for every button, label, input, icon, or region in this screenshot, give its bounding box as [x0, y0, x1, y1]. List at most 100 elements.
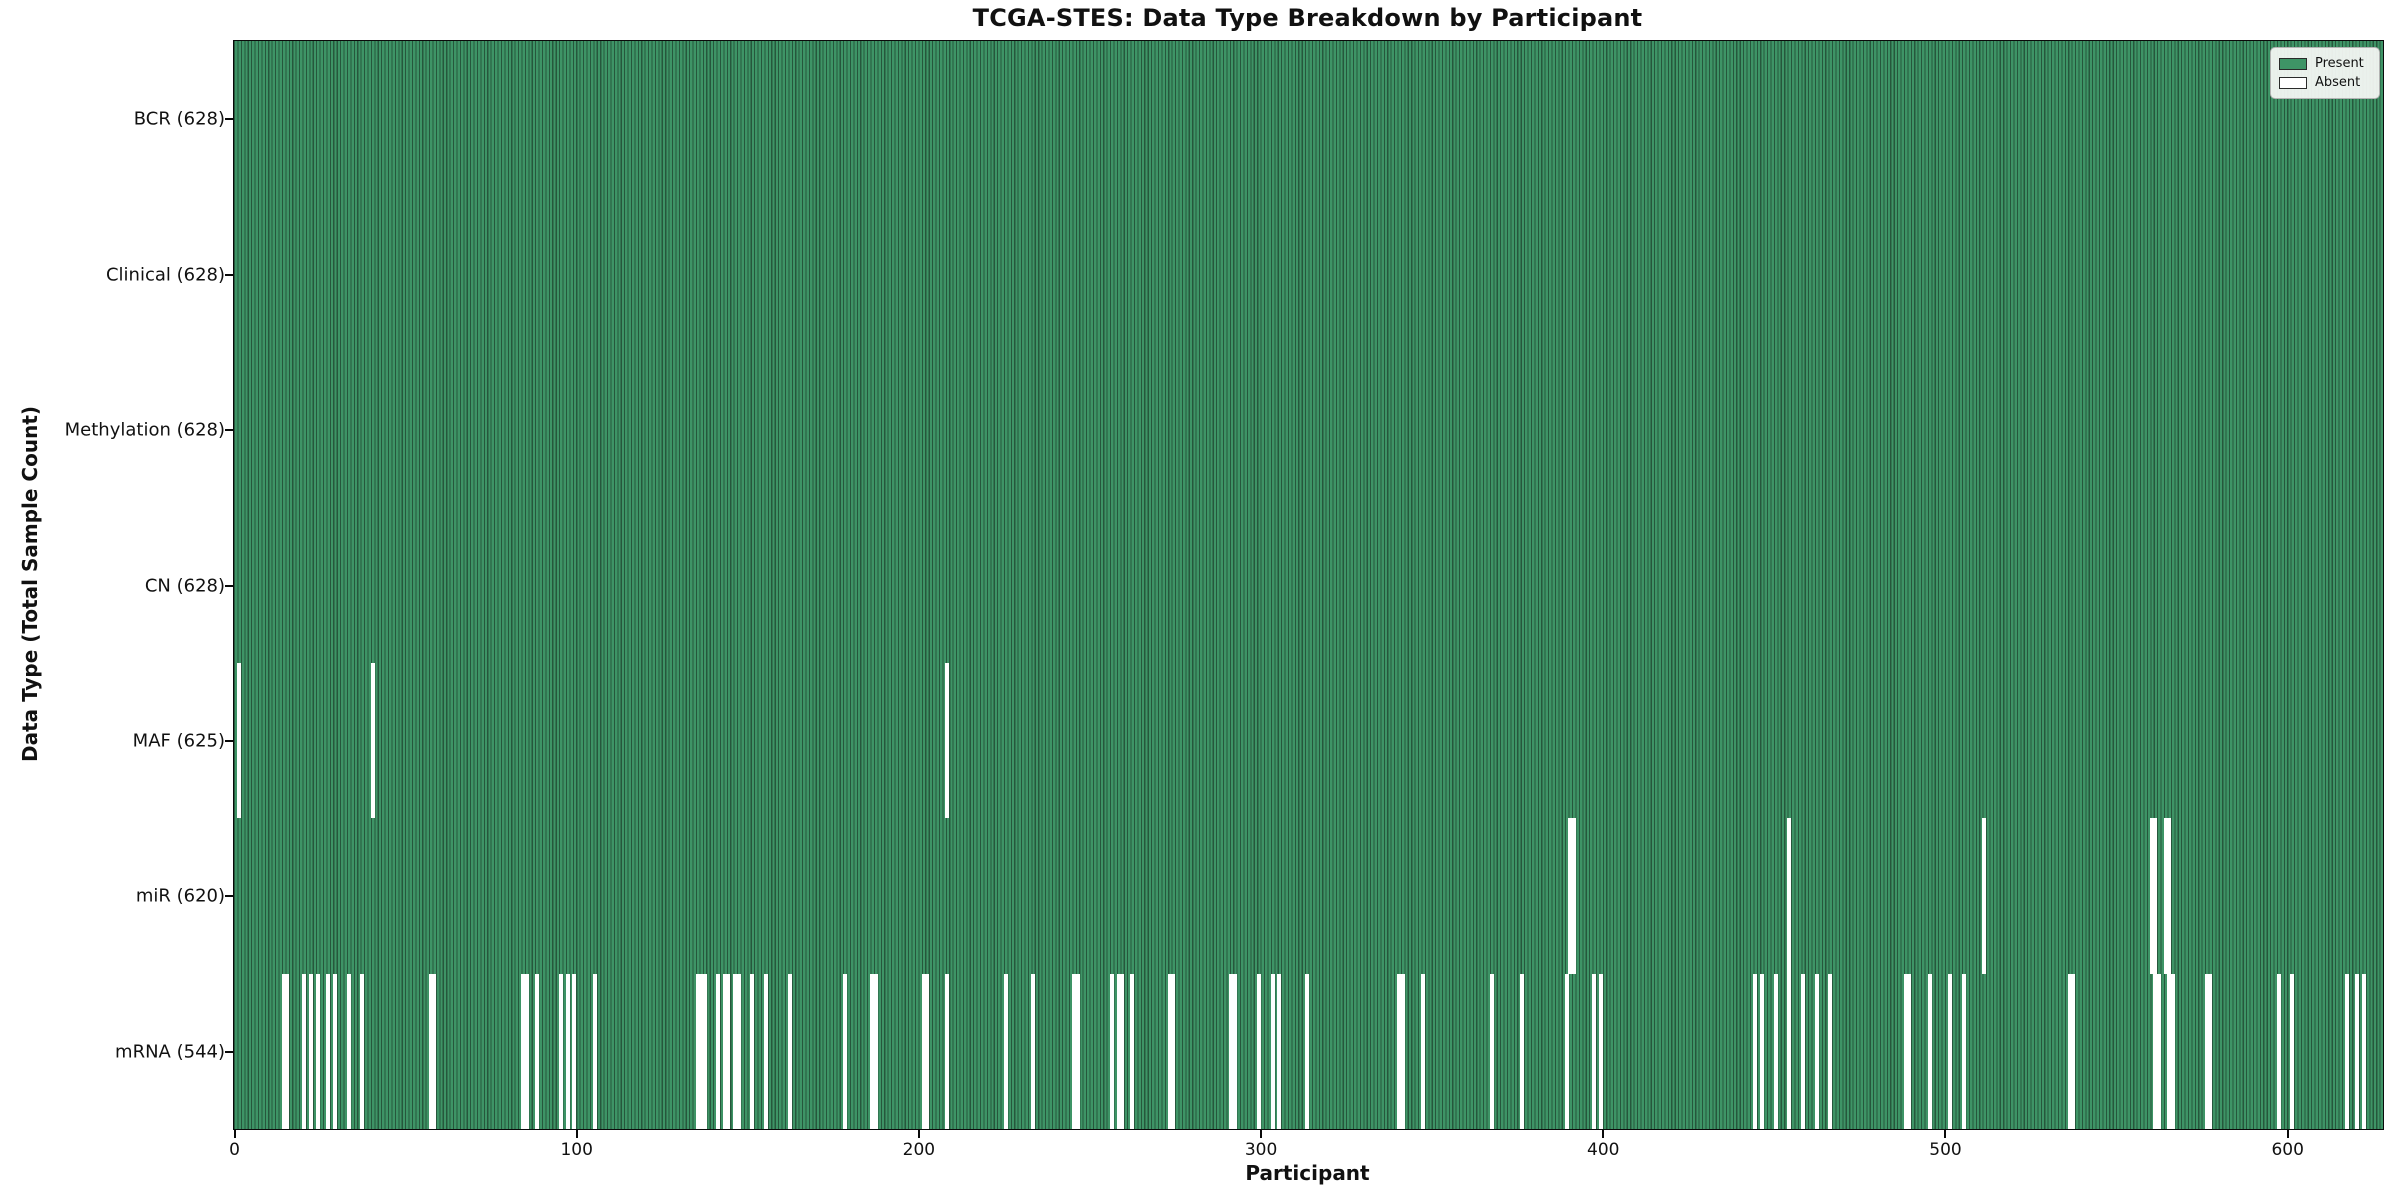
x-tick-mark	[575, 1130, 578, 1138]
absent-stripe	[1256, 973, 1261, 1129]
x-tick-label: 400	[1587, 1140, 1620, 1160]
absent-stripe	[315, 973, 320, 1129]
absent-stripe	[924, 973, 929, 1129]
y-tick-label-MAF: MAF (625)	[132, 730, 225, 752]
absent-stripe	[1903, 973, 1908, 1129]
absent-stripe	[699, 973, 704, 1129]
absent-stripe	[281, 973, 286, 1129]
y-tick-label-Clinical: Clinical (628)	[105, 264, 225, 286]
absent-stripe	[1489, 973, 1494, 1129]
absent-stripe	[2163, 818, 2168, 974]
absent-stripe	[1814, 973, 1819, 1129]
absent-stripe	[1116, 973, 1121, 1129]
absent-stripe	[2170, 973, 2175, 1129]
absent-stripe	[921, 973, 926, 1129]
absent-stripe	[750, 973, 755, 1129]
x-tick-mark	[1602, 1130, 1605, 1138]
row-mRNA	[234, 973, 2383, 1129]
absent-stripe	[1304, 973, 1309, 1129]
absent-stripe	[1568, 818, 1573, 974]
absent-stripe	[2156, 973, 2161, 1129]
absent-stripe	[1397, 973, 1402, 1129]
absent-stripe	[432, 973, 437, 1129]
absent-stripe	[302, 973, 307, 1129]
absent-stripe	[1773, 973, 1778, 1129]
absent-stripe	[2290, 973, 2295, 1129]
legend: Present Absent	[2270, 47, 2380, 99]
x-tick-mark	[2286, 1130, 2289, 1138]
absent-stripe	[1753, 973, 1758, 1129]
legend-item-absent: Absent	[2279, 73, 2371, 92]
absent-stripe	[572, 973, 577, 1129]
absent-stripe	[2071, 973, 2076, 1129]
row-CN	[234, 507, 2383, 663]
absent-stripe	[1109, 973, 1114, 1129]
absent-stripe	[1759, 973, 1764, 1129]
absent-stripe	[1270, 973, 1275, 1129]
absent-stripe	[1787, 818, 1792, 974]
present-swatch-icon	[2279, 57, 2307, 70]
absent-stripe	[1599, 973, 1604, 1129]
absent-stripe	[736, 973, 741, 1129]
absent-stripe	[1167, 973, 1172, 1129]
absent-stripe	[524, 973, 529, 1129]
absent-stripe	[565, 973, 570, 1129]
absent-stripe	[2153, 973, 2158, 1129]
absent-stripe	[1907, 973, 1912, 1129]
absent-stripe	[1072, 973, 1077, 1129]
absent-stripe	[285, 973, 290, 1129]
absent-stripe	[1961, 973, 1966, 1129]
y-tick-mark	[225, 429, 233, 432]
absent-stripe	[1277, 973, 1282, 1129]
y-tick-label-Methylation: Methylation (628)	[64, 419, 225, 441]
absent-stripe	[1075, 973, 1080, 1129]
y-tick-mark	[225, 895, 233, 898]
absent-stripe	[1421, 973, 1426, 1129]
absent-stripe	[1927, 973, 1932, 1129]
row-Methylation	[234, 351, 2383, 508]
x-tick-label: 300	[1244, 1140, 1278, 1160]
absent-stripe	[332, 973, 337, 1129]
absent-stripe	[2153, 818, 2158, 974]
legend-item-present: Present	[2279, 54, 2371, 73]
row-MAF	[234, 662, 2383, 819]
absent-stripe	[558, 973, 563, 1129]
x-tick-mark	[917, 1130, 920, 1138]
absent-stripe	[1800, 973, 1805, 1129]
y-tick-mark	[225, 118, 233, 121]
absent-stripe	[1828, 973, 1833, 1129]
legend-label-absent: Absent	[2315, 75, 2361, 90]
absent-stripe	[1130, 973, 1135, 1129]
absent-stripe	[1564, 973, 1569, 1129]
x-tick-label: 100	[560, 1140, 593, 1160]
absent-stripe	[702, 973, 707, 1129]
absent-stripe	[1571, 818, 1576, 974]
absent-stripe	[1229, 973, 1234, 1129]
absent-stripe	[1232, 973, 1237, 1129]
absent-stripe	[1400, 973, 1405, 1129]
absent-stripe	[2355, 973, 2360, 1129]
y-tick-label-BCR: BCR (628)	[133, 108, 225, 130]
row-miR	[234, 818, 2383, 974]
x-axis-title: Participant	[1245, 1161, 1370, 1185]
absent-stripe	[360, 973, 365, 1129]
x-tick-label: 600	[2271, 1140, 2304, 1160]
absent-stripe	[695, 973, 700, 1129]
absent-stripe	[1003, 973, 1008, 1129]
plot-area	[233, 40, 2384, 1130]
absent-stripe	[370, 662, 375, 819]
absent-stripe	[2167, 818, 2172, 974]
absent-stripe	[428, 973, 433, 1129]
absent-stripe	[945, 973, 950, 1129]
y-tick-mark	[225, 739, 233, 742]
x-tick-label: 200	[902, 1140, 936, 1160]
absent-stripe	[1948, 973, 1953, 1129]
absent-stripe	[873, 973, 878, 1129]
absent-stripe	[346, 973, 351, 1129]
absent-stripe	[1520, 973, 1525, 1129]
absent-stripe	[2204, 973, 2209, 1129]
absent-stripe	[2276, 973, 2281, 1129]
x-tick-label: 500	[1929, 1140, 1962, 1160]
absent-stripe	[842, 973, 847, 1129]
